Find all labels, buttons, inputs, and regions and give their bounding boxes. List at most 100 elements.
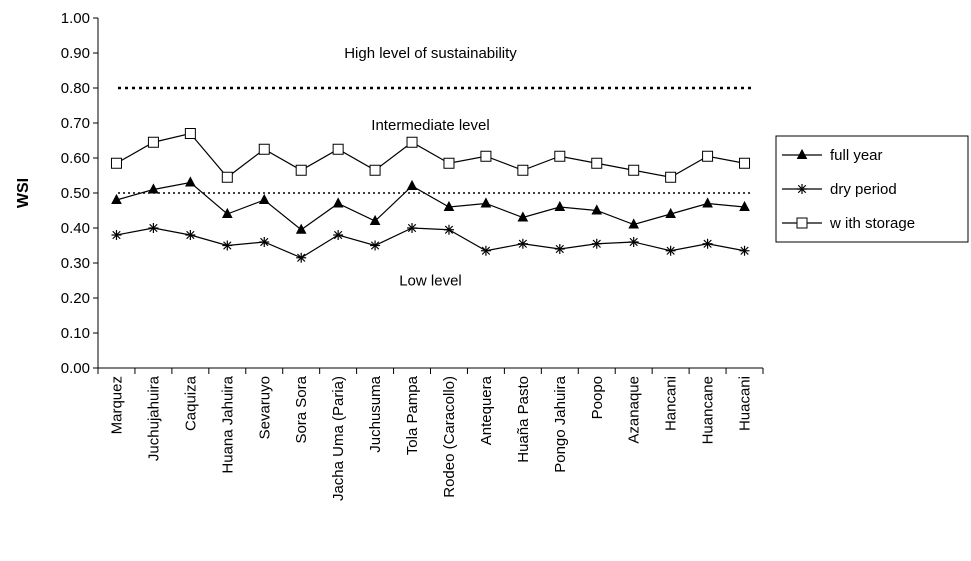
threshold-lines (118, 86, 753, 194)
data-point-star (296, 252, 307, 263)
data-point-triangle (221, 207, 233, 218)
data-point-square (221, 171, 233, 183)
data-point-star (443, 224, 454, 235)
legend: full year dry period w ith storage (775, 135, 969, 243)
legend-item: full year (782, 147, 883, 164)
x-category-label: Sevaruyo (256, 376, 273, 439)
x-category-label: Huacani (737, 376, 754, 431)
x-category-label: Jacha Uma (Paria) (330, 376, 347, 501)
data-point-triangle (295, 223, 307, 234)
x-category-label: Antequera (478, 375, 495, 445)
data-point-triangle (796, 148, 808, 159)
data-point-star (259, 237, 270, 247)
data-point-square (665, 171, 677, 183)
legend-label: w ith storage (829, 215, 915, 232)
data-point-square (258, 143, 270, 155)
data-point-triangle (739, 200, 750, 211)
data-point-star (702, 238, 713, 249)
data-point-square (110, 157, 122, 169)
data-point-star (148, 223, 159, 233)
y-tick-label: 0.60 (61, 150, 90, 167)
y-tick-label: 1.00 (61, 10, 90, 27)
data-point-star (517, 238, 528, 249)
x-category-label: Azanaque (626, 376, 643, 444)
series-square (110, 128, 751, 183)
data-point-square (480, 150, 492, 162)
series-group (110, 128, 751, 263)
data-point-square (554, 150, 566, 162)
x-category-label: Huana Jahuira (219, 375, 236, 473)
data-point-triangle (665, 207, 676, 218)
data-point-star (222, 240, 233, 251)
x-category-label: Caquiza (182, 375, 199, 431)
data-point-square (796, 217, 808, 229)
data-point-triangle (185, 176, 196, 187)
y-tick-label: 0.70 (61, 115, 90, 132)
level-annotation: Low level (399, 273, 462, 290)
legend-label: full year (830, 147, 883, 164)
y-axis-title: WSI (15, 178, 32, 208)
x-category-label: Sora Sora (293, 375, 310, 443)
data-point-star (185, 230, 196, 240)
data-point-triangle (443, 200, 455, 211)
data-point-star (333, 230, 344, 240)
x-category-label: Pongo Jahuira (552, 375, 569, 472)
data-point-triangle (517, 211, 529, 222)
level-annotations: High level of sustainability Intermediate… (344, 45, 517, 290)
x-category-label: Tola Pampa (404, 375, 421, 455)
data-point-square (406, 136, 418, 148)
legend-item: dry period (782, 181, 897, 198)
x-axis: Marquez Juchujahuira Caquiza Huana Jahuira S… (97, 367, 764, 501)
y-axis: 0.00 0.10 0.20 0.30 0.40 0.50 0.60 0.70 0.80 0.90… (61, 10, 99, 377)
series-line (116, 227, 745, 259)
series-line (116, 132, 745, 179)
data-point-triangle (332, 197, 344, 208)
data-point-square (295, 164, 307, 176)
x-category-label: Poopo (589, 376, 606, 419)
series-line (116, 181, 745, 231)
data-point-triangle (554, 200, 566, 211)
legend-label: dry period (830, 181, 897, 198)
data-point-star (480, 245, 491, 256)
y-tick-label: 0.80 (61, 80, 90, 97)
y-tick-label: 0.40 (61, 220, 90, 237)
y-tick-label: 0.20 (61, 290, 90, 307)
legend-item: w ith storage (782, 215, 915, 232)
data-point-square (184, 128, 196, 139)
data-point-star (665, 245, 676, 256)
data-point-square (517, 164, 529, 176)
data-point-star (111, 230, 122, 240)
data-point-star (407, 223, 418, 233)
data-point-triangle (702, 197, 713, 208)
level-annotation: High level of sustainability (344, 45, 517, 62)
data-point-star (739, 245, 750, 256)
x-category-label: Juchusuma (367, 375, 384, 452)
y-tick-label: 0.30 (61, 255, 90, 272)
data-point-square (702, 150, 714, 162)
y-tick-label: 0.90 (61, 45, 90, 62)
data-point-square (739, 157, 751, 169)
y-tick-label: 0.50 (61, 185, 90, 202)
data-point-triangle (258, 193, 270, 204)
x-category-label: Marquez (108, 376, 125, 434)
x-category-label: Huaña Pasto (515, 376, 532, 463)
series-star (111, 223, 750, 263)
data-point-triangle (148, 183, 159, 194)
data-point-square (628, 164, 640, 176)
data-point-square (369, 164, 381, 176)
data-point-triangle (628, 218, 640, 229)
data-point-square (591, 157, 603, 169)
data-point-square (332, 143, 344, 155)
data-point-triangle (111, 193, 122, 204)
y-tick-label: 0.00 (61, 360, 90, 377)
data-point-square (443, 157, 455, 169)
data-point-star (554, 244, 565, 254)
data-point-star (370, 240, 381, 251)
data-point-star (797, 184, 807, 194)
x-category-label: Juchujahuira (145, 375, 162, 461)
x-category-label: Huancane (700, 376, 717, 444)
x-category-label: Rodeo (Caracollo) (441, 376, 458, 498)
data-point-star (628, 237, 639, 247)
data-point-triangle (406, 179, 418, 190)
